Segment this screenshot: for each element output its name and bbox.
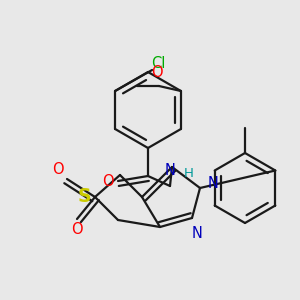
Text: H: H xyxy=(184,167,194,180)
Text: O: O xyxy=(71,222,83,237)
Text: O: O xyxy=(151,65,163,80)
Text: O: O xyxy=(52,162,64,177)
Text: S: S xyxy=(77,188,91,206)
Text: N: N xyxy=(192,226,203,241)
Text: Cl: Cl xyxy=(151,56,166,71)
Text: N: N xyxy=(208,176,219,191)
Text: N: N xyxy=(165,163,176,178)
Text: O: O xyxy=(102,173,114,188)
